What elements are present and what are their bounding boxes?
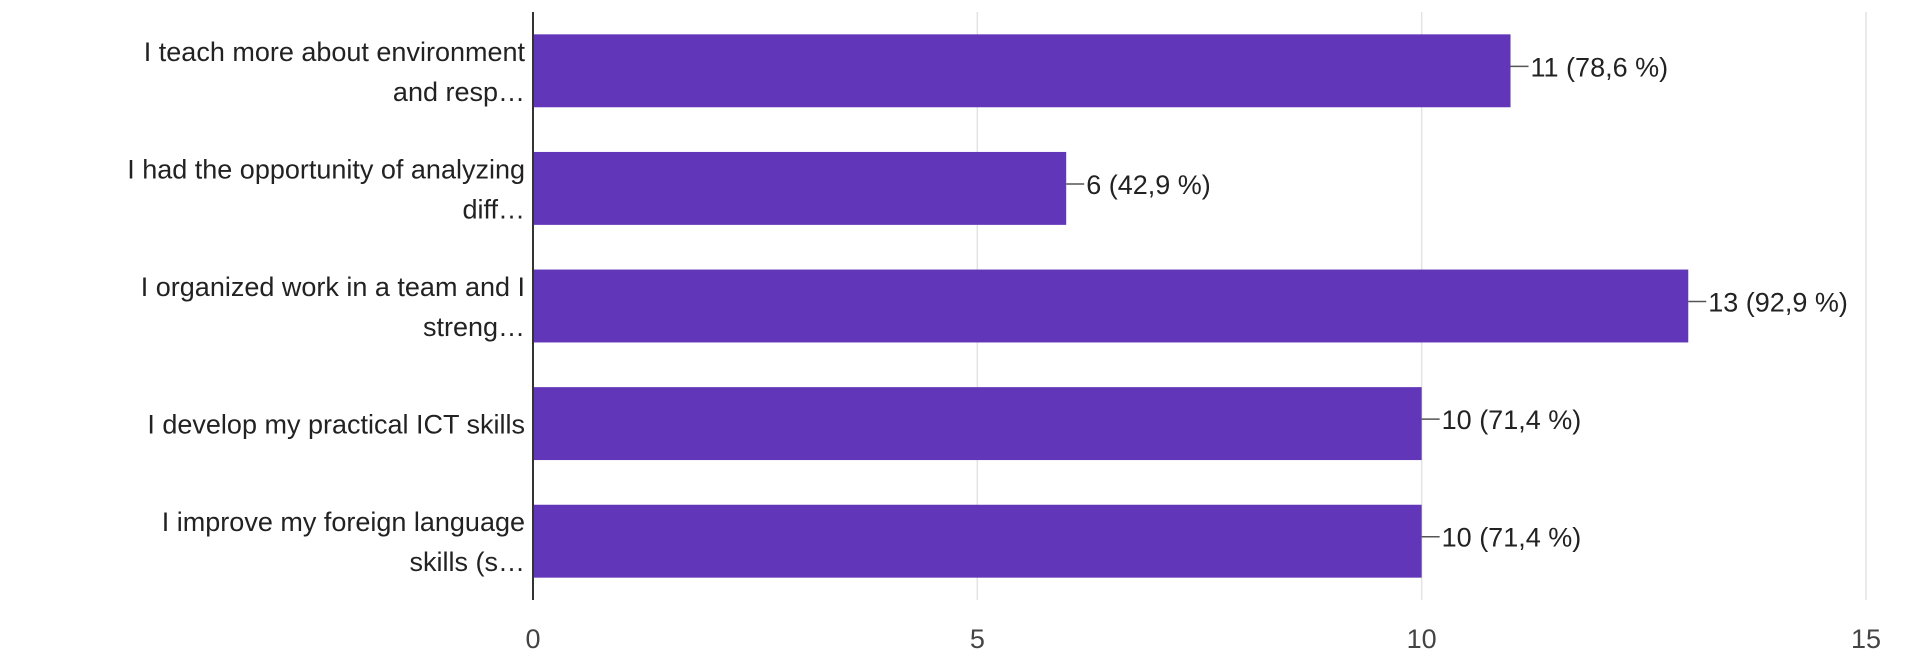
category-label: I improve my foreign language skills (s… (162, 507, 525, 577)
x-tick-label: 5 (970, 624, 985, 654)
data-label: 13 (92,9 %) (1708, 288, 1848, 318)
data-label-leaders (1066, 65, 1707, 538)
data-label: 6 (42,9 %) (1086, 170, 1211, 200)
x-tick-label: 10 (1407, 624, 1437, 654)
category-label: I develop my practical ICT skills (147, 410, 525, 440)
bar (533, 504, 1422, 578)
data-label: 10 (71,4 %) (1442, 523, 1582, 553)
data-labels: 11 (78,6 %) 6 (42,9 %) 13 (92,9 %) 10 (71,4… (1086, 52, 1848, 552)
category-label: I had the opportunity of analyzing diff… (127, 154, 525, 224)
x-tick-label: 0 (525, 624, 540, 654)
bar (533, 269, 1689, 343)
bars (533, 34, 1689, 578)
bar (533, 34, 1511, 108)
data-label: 11 (78,6 %) (1531, 52, 1669, 82)
x-tick-label: 15 (1851, 624, 1881, 654)
bar (533, 387, 1422, 461)
bar (533, 151, 1067, 225)
data-label: 10 (71,4 %) (1442, 405, 1582, 435)
category-label: I teach more about environment and resp… (144, 37, 526, 107)
category-labels: I teach more about environment and resp… I… (127, 37, 525, 577)
x-axis-ticks: 0 5 10 15 (525, 624, 1881, 654)
